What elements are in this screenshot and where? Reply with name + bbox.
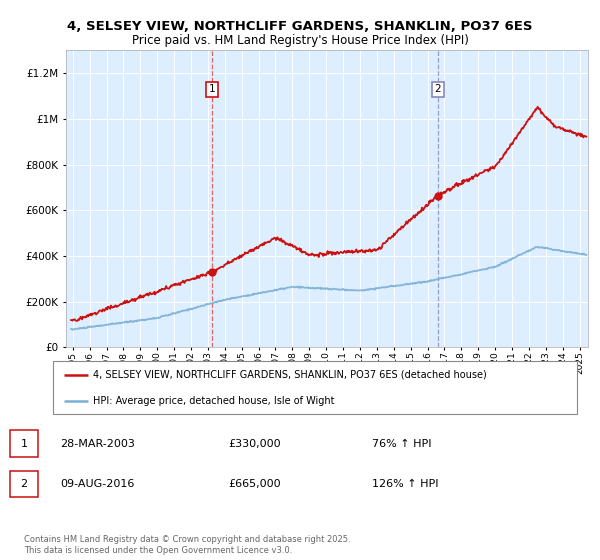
Text: £330,000: £330,000 <box>228 438 281 449</box>
Text: 4, SELSEY VIEW, NORTHCLIFF GARDENS, SHANKLIN, PO37 6ES (detached house): 4, SELSEY VIEW, NORTHCLIFF GARDENS, SHAN… <box>94 370 487 380</box>
Text: Contains HM Land Registry data © Crown copyright and database right 2025.
This d: Contains HM Land Registry data © Crown c… <box>24 535 350 554</box>
Text: 2: 2 <box>20 479 28 489</box>
Text: 1: 1 <box>209 84 215 94</box>
Text: 126% ↑ HPI: 126% ↑ HPI <box>372 479 439 489</box>
Text: 76% ↑ HPI: 76% ↑ HPI <box>372 438 431 449</box>
Text: £665,000: £665,000 <box>228 479 281 489</box>
Text: 1: 1 <box>20 438 28 449</box>
FancyBboxPatch shape <box>10 431 38 456</box>
FancyBboxPatch shape <box>10 471 38 497</box>
Text: 4, SELSEY VIEW, NORTHCLIFF GARDENS, SHANKLIN, PO37 6ES: 4, SELSEY VIEW, NORTHCLIFF GARDENS, SHAN… <box>67 20 533 32</box>
FancyBboxPatch shape <box>53 361 577 414</box>
Text: 2: 2 <box>434 84 441 94</box>
Text: HPI: Average price, detached house, Isle of Wight: HPI: Average price, detached house, Isle… <box>94 396 335 406</box>
Text: Price paid vs. HM Land Registry's House Price Index (HPI): Price paid vs. HM Land Registry's House … <box>131 34 469 46</box>
Text: 09-AUG-2016: 09-AUG-2016 <box>60 479 134 489</box>
Text: 28-MAR-2003: 28-MAR-2003 <box>60 438 135 449</box>
